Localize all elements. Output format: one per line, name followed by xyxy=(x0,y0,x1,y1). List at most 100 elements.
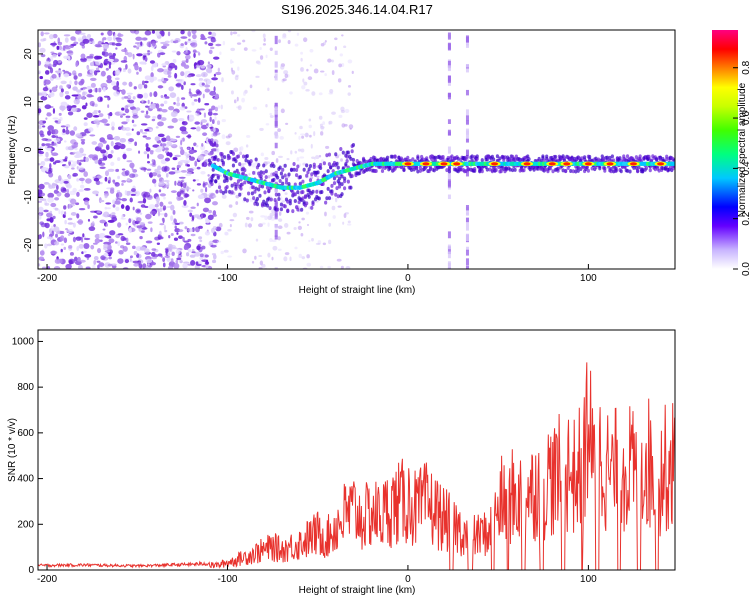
heatmap-cell xyxy=(465,206,469,215)
heatmap-cell xyxy=(119,111,124,115)
heatmap-cell xyxy=(623,165,627,170)
heatmap-cell xyxy=(170,215,174,221)
heatmap-cell xyxy=(402,167,406,172)
heatmap-cell xyxy=(196,183,202,186)
heatmap-cell xyxy=(79,96,87,100)
heatmap-cell xyxy=(126,160,133,163)
heatmap-cell xyxy=(141,37,148,41)
heatmap-cell xyxy=(576,165,580,170)
heatmap-cell xyxy=(170,204,175,211)
heatmap-cell xyxy=(311,202,315,207)
heatmap-cell xyxy=(66,228,74,234)
heatmap-cell xyxy=(200,65,206,69)
heatmap-cell xyxy=(145,110,149,115)
heatmap-cell xyxy=(101,38,105,44)
heatmap-cell xyxy=(327,196,332,201)
heatmap-cell xyxy=(63,180,69,184)
heatmap-cell xyxy=(328,222,332,227)
heatmap-cell xyxy=(218,182,221,186)
heatmap-cell xyxy=(340,174,344,179)
heatmap-cell xyxy=(170,138,177,142)
heatmap-cell xyxy=(313,131,316,137)
heatmap-cell xyxy=(47,125,54,131)
heatmap-cell xyxy=(414,165,419,170)
heatmap-cell xyxy=(125,205,130,211)
heatmap-cell xyxy=(129,30,137,34)
heatmap-cell xyxy=(38,183,45,190)
heatmap-cell xyxy=(173,218,177,224)
heatmap-cell xyxy=(300,57,303,62)
heatmap-cell xyxy=(182,182,187,189)
heatmap-cell xyxy=(136,217,142,223)
heatmap-cell xyxy=(163,100,168,105)
snr-series-line xyxy=(38,362,675,570)
heatmap-cell xyxy=(337,181,342,186)
heatmap-cell xyxy=(160,94,164,99)
heatmap-cell xyxy=(447,172,451,180)
heatmap-cell xyxy=(47,197,54,203)
heatmap-cell xyxy=(140,41,143,46)
heatmap-cell xyxy=(292,167,296,172)
heatmap-cell xyxy=(189,212,193,217)
heatmap-cell xyxy=(278,218,283,222)
colorbar-tick-label: 0.4 xyxy=(741,161,750,175)
heatmap-cell xyxy=(201,142,204,147)
heatmap-cell xyxy=(62,45,66,51)
heatmap-cell xyxy=(48,34,54,40)
heatmap-cell xyxy=(309,134,312,138)
heatmap-cell xyxy=(92,190,100,195)
heatmap-cell xyxy=(245,153,249,158)
heatmap-cell xyxy=(160,117,167,122)
heatmap-cell xyxy=(272,172,276,177)
snr-x-tick-label: 100 xyxy=(580,574,597,585)
heatmap-cell xyxy=(327,152,332,157)
heatmap-cell xyxy=(401,158,405,163)
heatmap-cell xyxy=(624,158,628,163)
heatmap-cell xyxy=(294,168,299,173)
heatmap-cell xyxy=(341,123,346,128)
heatmap-cell xyxy=(145,240,153,244)
heatmap-cell xyxy=(636,169,640,174)
heatmap-cell xyxy=(182,236,185,242)
heatmap-cell xyxy=(134,42,140,45)
heatmap-cell xyxy=(180,43,184,47)
heatmap-cell xyxy=(157,165,162,171)
heatmap-cell xyxy=(215,93,220,99)
heatmap-cell xyxy=(480,158,484,163)
heatmap-cell xyxy=(334,152,338,157)
heatmap-cell xyxy=(99,239,103,242)
heatmap-cell xyxy=(260,215,266,218)
heatmap-cell xyxy=(157,114,162,120)
heatmap-cell xyxy=(465,109,469,117)
heatmap-cell xyxy=(99,181,103,185)
heatmap-cell xyxy=(144,248,150,254)
heatmap-cell xyxy=(104,176,108,182)
heatmap-cell xyxy=(86,73,94,77)
heatmap-cell xyxy=(108,256,112,260)
heatmap-cell xyxy=(38,60,42,66)
heatmap-cell xyxy=(199,239,203,243)
heatmap-cell xyxy=(294,173,299,178)
heatmap-cell xyxy=(170,232,174,236)
heatmap-cell xyxy=(274,69,278,73)
heatmap-cell xyxy=(665,154,669,159)
heatmap-cell xyxy=(244,222,248,228)
heatmap-cell xyxy=(447,119,451,124)
heatmap-cell xyxy=(49,67,54,74)
heatmap-cell xyxy=(107,58,115,62)
heatmap-cell xyxy=(605,155,609,160)
heatmap-cell xyxy=(278,155,283,159)
heatmap-cell xyxy=(142,135,147,138)
heatmap-cell xyxy=(233,147,239,152)
heatmap-cell xyxy=(89,134,96,137)
heatmap-cell xyxy=(277,225,283,230)
heatmap-cell xyxy=(143,151,148,155)
heatmap-cell xyxy=(125,63,128,70)
heatmap-cell xyxy=(236,42,242,45)
heatmap-cell xyxy=(99,119,105,123)
heatmap-cell xyxy=(237,66,240,71)
heatmap-cell xyxy=(149,51,153,54)
heatmap-cell xyxy=(143,92,149,99)
heatmap-cell xyxy=(62,69,66,72)
heatmap-cell xyxy=(274,114,278,122)
